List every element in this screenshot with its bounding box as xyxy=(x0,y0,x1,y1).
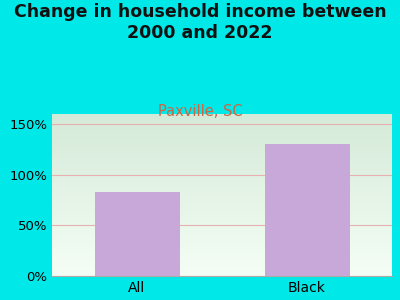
Bar xyxy=(264,144,350,276)
Text: Paxville, SC: Paxville, SC xyxy=(158,103,242,118)
Text: Change in household income between
2000 and 2022: Change in household income between 2000 … xyxy=(14,3,386,43)
Bar xyxy=(94,192,180,276)
